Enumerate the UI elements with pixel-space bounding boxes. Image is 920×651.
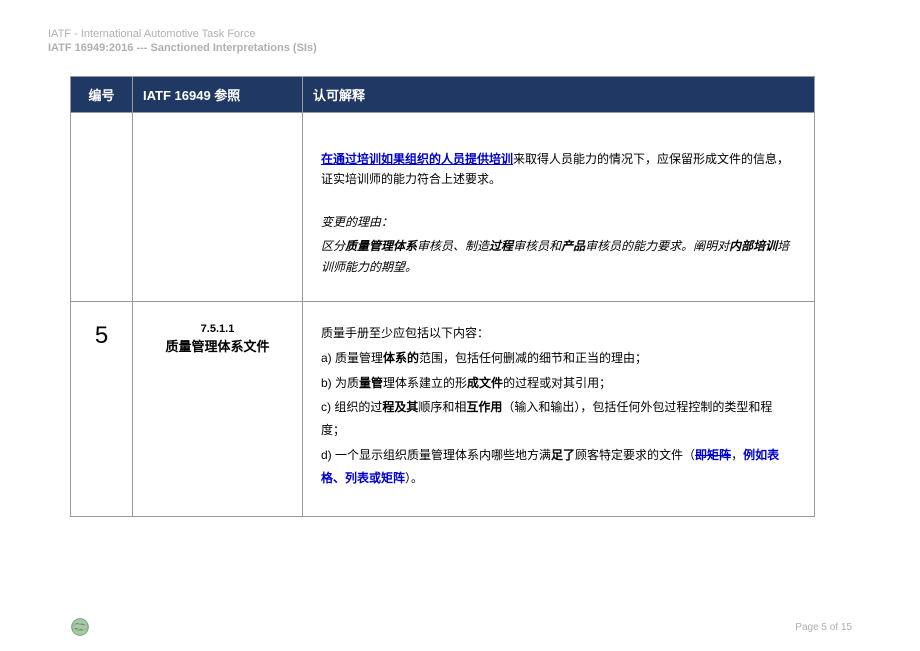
struck-text: 即矩阵 [695,448,731,462]
table-row: 5 7.5.1.1 质量管理体系文件 质量手册至少应包括以下内容： a) 质量管… [71,301,815,516]
cell-reference: 7.5.1.1 质量管理体系文件 [133,301,303,516]
item-b: b) 为质量管理体系建立的形成文件的过程或对其引用； [321,372,796,395]
t: 顺序和相 [418,400,466,414]
intro-line: 质量手册至少应包括以下内容： [321,322,796,345]
t: 足了 [551,448,575,462]
t: 区分 [321,239,345,253]
t: c) 组织的过 [321,400,382,414]
t: 范围，包括任何删减的细节和正当的理由； [419,351,647,365]
globe-icon [70,617,90,637]
t: 的过程或对其引用； [503,376,611,390]
table-header-row: 编号 IATF 16949 参照 认可解释 [71,77,815,113]
t: 顾客特定要求的文件（ [575,448,695,462]
t: 内部培训 [729,239,777,253]
underlined-text: 在通过培训如果组织的人员提供培训 [321,152,513,166]
cell-interpretation: 在通过培训如果组织的人员提供培训来取得人员能力的情况下，应保留形成文件的信息，证… [303,113,815,302]
t: 过程 [489,239,513,253]
item-c: c) 组织的过程及其顺序和相互作用（输入和输出），包括任何外包过程控制的类型和程… [321,396,796,442]
th-number: 编号 [71,77,133,113]
table-row: 在通过培训如果组织的人员提供培训来取得人员能力的情况下，应保留形成文件的信息，证… [71,113,815,302]
t: 审核员的能力要求。阐明对 [585,239,729,253]
t: 审核员、制造 [417,239,489,253]
t: a) 质量管理 [321,351,383,365]
t: 成文件 [467,376,503,390]
item-a: a) 质量管理体系的范围，包括任何删减的细节和正当的理由； [321,347,796,370]
t: b) 为质 [321,376,359,390]
t: 程及其 [382,400,418,414]
header-doc: IATF 16949:2016 --- Sanctioned Interpret… [48,42,872,54]
interpretation-para: 在通过培训如果组织的人员提供培训来取得人员能力的情况下，应保留形成文件的信息，证… [321,149,796,190]
item-d: d) 一个显示组织质量管理体系内哪些地方满足了顾客特定要求的文件（即矩阵，例如表… [321,444,796,490]
t: 理体系建立的形 [383,376,467,390]
t: d) 一个显示组织质量管理体系内哪些地方满 [321,448,551,462]
t: ）。 [405,471,423,485]
t: 量管 [359,376,383,390]
header-org: IATF - International Automotive Task For… [48,28,872,40]
th-reference: IATF 16949 参照 [133,77,303,113]
t: 体系的 [383,351,419,365]
change-reason-body: 区分质量管理体系审核员、制造过程审核员和产品审核员的能力要求。阐明对内部培训培训… [321,236,796,277]
t: 质量管理体系 [345,239,417,253]
cell-interpretation: 质量手册至少应包括以下内容： a) 质量管理体系的范围，包括任何删减的细节和正当… [303,301,815,516]
cell-number: 5 [71,301,133,516]
t: ， [731,448,743,462]
page-number: Page 5 of 15 [795,622,852,633]
change-reason-title: 变更的理由： [321,212,796,232]
cell-reference-empty [133,113,303,302]
ref-clause: 7.5.1.1 [201,323,235,335]
t: 审核员和 [513,239,561,253]
ref-title: 质量管理体系文件 [165,339,269,354]
t: 互作用 [466,400,502,414]
t: 产品 [561,239,585,253]
th-interpretation: 认可解释 [303,77,815,113]
si-table: 编号 IATF 16949 参照 认可解释 在通过培训如果组织的人员提供培训来取… [70,76,815,517]
cell-number-empty [71,113,133,302]
